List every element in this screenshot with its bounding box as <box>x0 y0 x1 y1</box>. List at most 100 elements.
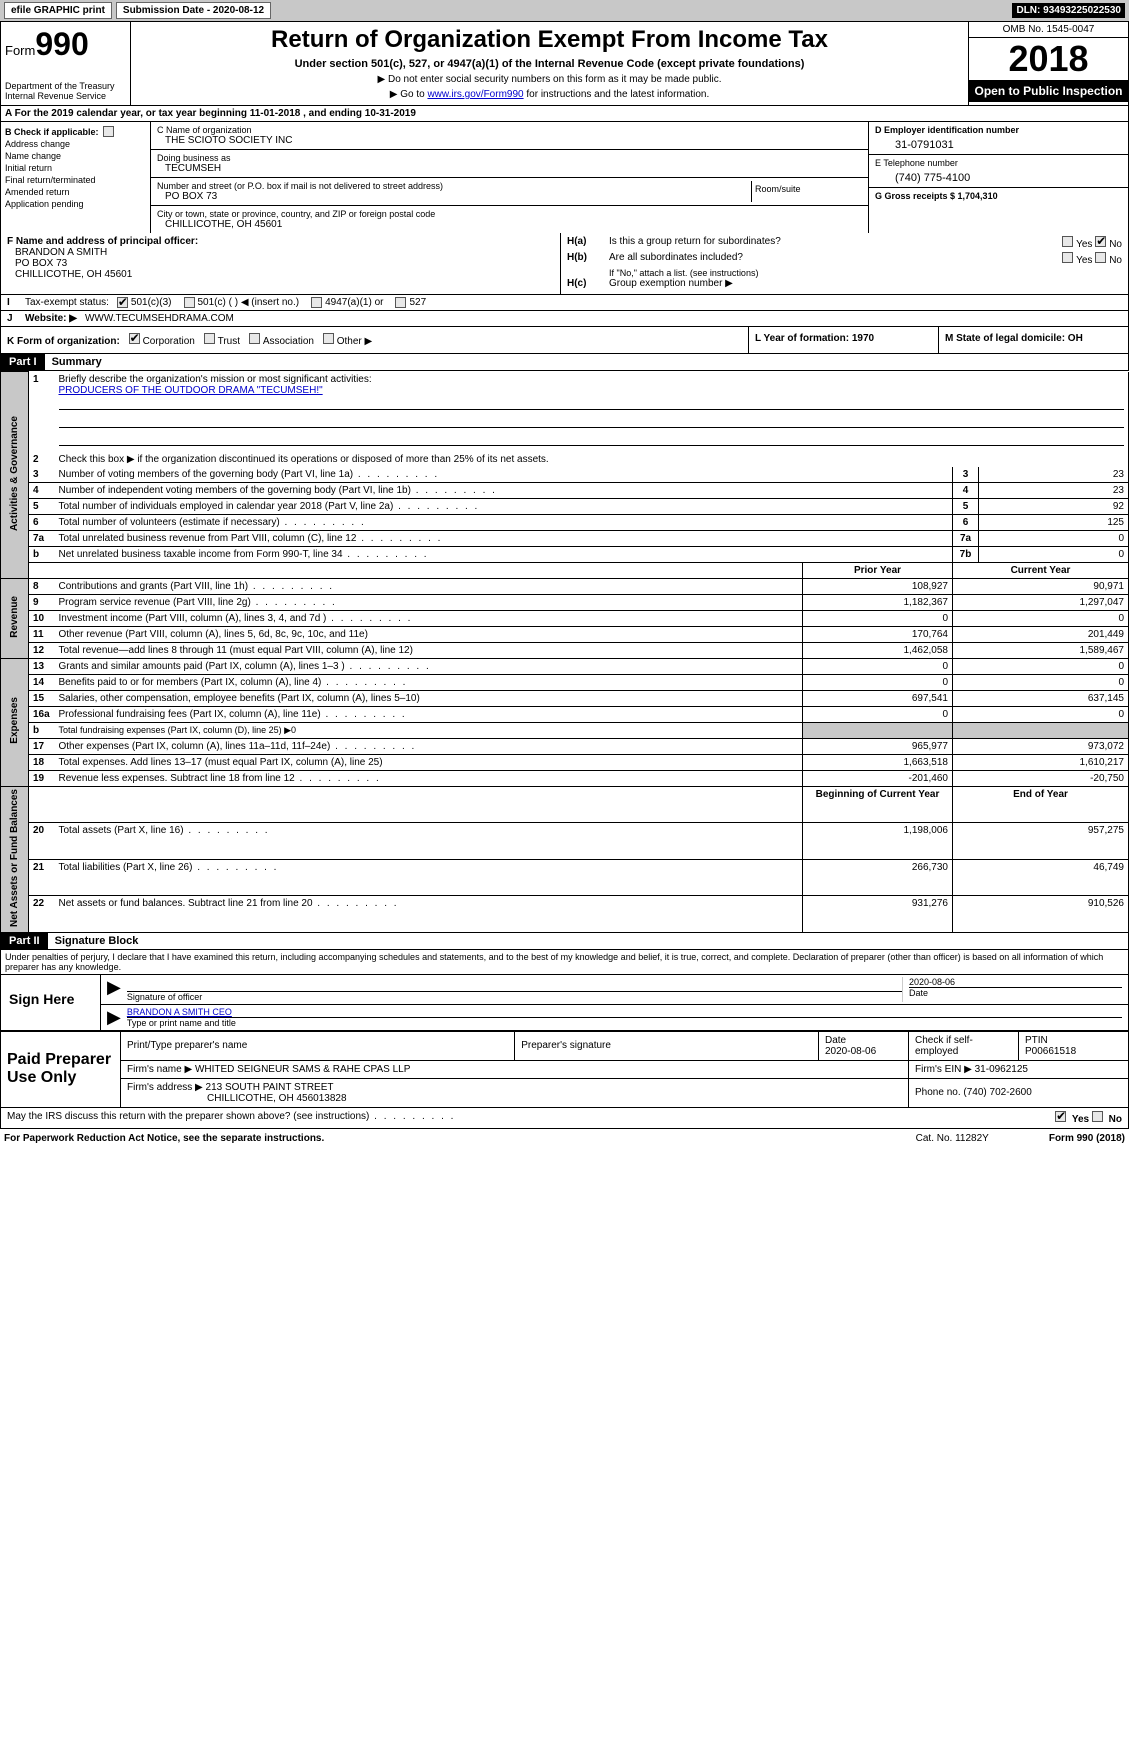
footer-right: Form 990 (2018) <box>1049 1133 1125 1144</box>
form-subtitle: Under section 501(c), 527, or 4947(a)(1)… <box>135 58 964 70</box>
firm-phone: (740) 702-2600 <box>963 1087 1031 1098</box>
form-of-org: K Form of organization: Corporation Trus… <box>7 333 748 347</box>
chk-amended-return: Amended return <box>5 187 146 197</box>
header-mid: Return of Organization Exempt From Incom… <box>131 22 968 105</box>
part2-title: Signature Block <box>51 935 139 947</box>
efile-button[interactable]: efile GRAPHIC print <box>4 2 112 19</box>
note-ssn: ▶ Do not enter social security numbers o… <box>135 74 964 85</box>
line1: Briefly describe the organization's miss… <box>55 372 1129 452</box>
line3-label: Number of voting members of the governin… <box>55 467 953 483</box>
part1-header: Part I <box>1 354 45 370</box>
checkbox-icon[interactable] <box>129 333 140 344</box>
section-bcd: B Check if applicable: Address change Na… <box>0 122 1129 233</box>
open-to-public: Open to Public Inspection <box>969 80 1128 102</box>
header-left: Form990 Department of the Treasury Inter… <box>1 22 131 105</box>
current-year-header: Current Year <box>953 562 1129 578</box>
checkbox-icon[interactable] <box>1055 1111 1066 1122</box>
prior-year-header: Prior Year <box>803 562 953 578</box>
gross-receipts: G Gross receipts $ 1,704,310 <box>875 191 1122 201</box>
note-goto: ▶ Go to www.irs.gov/Form990 for instruct… <box>135 89 964 100</box>
org-name: THE SCIOTO SOCIETY INC <box>157 135 862 146</box>
row-klm: K Form of organization: Corporation Trus… <box>0 327 1129 354</box>
omb-number: OMB No. 1545-0047 <box>969 22 1128 38</box>
phone-cell: E Telephone number (740) 775-4100 <box>869 155 1128 188</box>
street-cell: Number and street (or P.O. box if mail i… <box>151 178 868 206</box>
submission-date: Submission Date - 2020-08-12 <box>116 2 271 19</box>
officer-name: BRANDON A SMITH <box>7 247 554 258</box>
footer: For Paperwork Reduction Act Notice, see … <box>0 1129 1129 1148</box>
row-ij: I Tax-exempt status: 501(c)(3) 501(c) ( … <box>0 295 1129 327</box>
checkbox-icon[interactable] <box>1062 236 1073 247</box>
part1-bar: Part I Summary <box>0 354 1129 371</box>
sign-date: 2020-08-06 <box>909 977 955 987</box>
summary-table: Activities & Governance 1 Briefly descri… <box>0 371 1129 933</box>
sidetab-netassets: Net Assets or Fund Balances <box>1 786 29 932</box>
city-state-zip: CHILLICOTHE, OH 45601 <box>157 219 862 230</box>
dba-name: TECUMSEH <box>157 163 862 174</box>
tax-year: 2018 <box>969 38 1128 80</box>
row-fgh: F Name and address of principal officer:… <box>0 233 1129 295</box>
checkbox-icon[interactable] <box>1092 1111 1103 1122</box>
checkbox-icon[interactable] <box>204 333 215 344</box>
year-formation: L Year of formation: 1970 <box>749 327 939 353</box>
principal-officer: F Name and address of principal officer:… <box>1 233 561 294</box>
street-address: PO BOX 73 <box>157 191 751 202</box>
officer-city: CHILLICOTHE, OH 45601 <box>7 269 554 280</box>
dln: DLN: 93493225022530 <box>1012 3 1125 18</box>
preparer-name-label: Print/Type preparer's name <box>121 1031 515 1060</box>
part1-title: Summary <box>48 356 102 368</box>
state-domicile: M State of legal domicile: OH <box>939 327 1128 353</box>
sign-here-label: Sign Here <box>1 975 101 1030</box>
checkbox-icon[interactable] <box>395 297 406 308</box>
discuss-row: May the IRS discuss this return with the… <box>0 1108 1129 1129</box>
checkbox-icon[interactable] <box>311 297 322 308</box>
checkbox-icon[interactable] <box>1062 252 1073 263</box>
chk-address-change: Address change <box>5 139 146 149</box>
line3-value: 23 <box>979 467 1129 483</box>
form-number: 990 <box>35 26 88 62</box>
chk-application-pending: Application pending <box>5 199 146 209</box>
part2-bar: Part II Signature Block <box>0 933 1129 950</box>
checkbox-icon[interactable] <box>249 333 260 344</box>
ptin: P00661518 <box>1025 1046 1076 1057</box>
checkbox-icon[interactable] <box>117 297 128 308</box>
beginning-year-header: Beginning of Current Year <box>803 786 953 823</box>
sidetab-governance: Activities & Governance <box>1 372 29 579</box>
dba-cell: Doing business as TECUMSEH <box>151 150 868 178</box>
org-name-cell: C Name of organization THE SCIOTO SOCIET… <box>151 122 868 150</box>
officer-signed-name[interactable]: BRANDON A SMITH CEO <box>127 1007 232 1017</box>
self-employed-label: Check if self-employed <box>915 1035 973 1057</box>
col-c: C Name of organization THE SCIOTO SOCIET… <box>151 122 868 233</box>
irs-link[interactable]: www.irs.gov/Form990 <box>427 89 523 100</box>
checkbox-icon[interactable] <box>1095 252 1106 263</box>
col-d: D Employer identification number 31-0791… <box>868 122 1128 233</box>
preparer-sig-label: Preparer's signature <box>515 1031 819 1060</box>
arrow-icon: ▶ <box>107 1007 121 1028</box>
sidetab-expenses: Expenses <box>1 658 29 786</box>
chk-final-return: Final return/terminated <box>5 175 146 185</box>
sidetab-revenue: Revenue <box>1 578 29 658</box>
checkbox-icon[interactable] <box>1095 236 1106 247</box>
arrow-icon: ▶ <box>107 977 121 1002</box>
chk-name-change: Name change <box>5 151 146 161</box>
firm-ein: 31-0962125 <box>975 1064 1028 1075</box>
end-year-header: End of Year <box>953 786 1129 823</box>
checkbox-icon[interactable] <box>103 126 114 137</box>
firm-address1: 213 SOUTH PAINT STREET <box>206 1082 334 1093</box>
gross-receipts-cell: G Gross receipts $ 1,704,310 <box>869 188 1128 204</box>
ein: 31-0791031 <box>875 135 1122 151</box>
line2: Check this box ▶ if the organization dis… <box>55 452 1129 467</box>
header-right: OMB No. 1545-0047 2018 Open to Public In… <box>968 22 1128 105</box>
checkbox-icon[interactable] <box>323 333 334 344</box>
officer-street: PO BOX 73 <box>7 258 554 269</box>
firm-address2: CHILLICOTHE, OH 456013828 <box>127 1093 347 1104</box>
paid-preparer-table: Paid Preparer Use Only Print/Type prepar… <box>0 1031 1129 1108</box>
checkbox-icon[interactable] <box>184 297 195 308</box>
mission-link[interactable]: PRODUCERS OF THE OUTDOOR DRAMA "TECUMSEH… <box>59 385 323 396</box>
room-suite-label: Room/suite <box>755 184 859 194</box>
phone: (740) 775-4100 <box>875 168 1122 184</box>
form-prefix: Form <box>5 43 35 58</box>
row-a-tax-year: A For the 2019 calendar year, or tax yea… <box>0 106 1129 122</box>
city-cell: City or town, state or province, country… <box>151 206 868 233</box>
perjury-statement: Under penalties of perjury, I declare th… <box>0 950 1129 975</box>
